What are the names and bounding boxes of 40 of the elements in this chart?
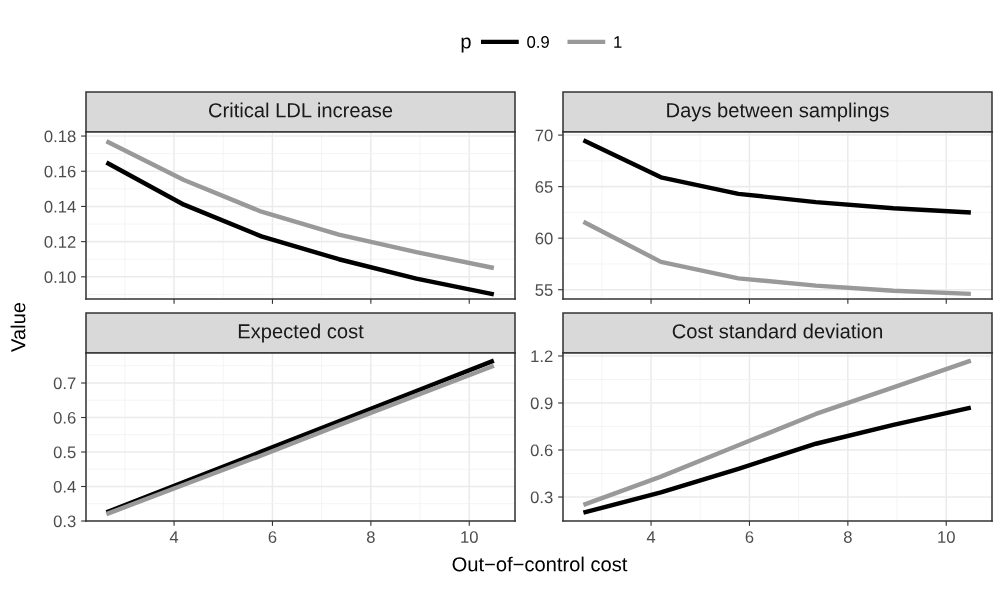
y-tick-label: 55 xyxy=(535,284,553,296)
chart-title: Days between samplings xyxy=(667,102,889,122)
x-tick-label: 8 xyxy=(366,531,375,543)
y-tick-label: 60 xyxy=(535,232,553,245)
x-tick-label: 8 xyxy=(843,531,852,543)
y-tick-label: 0.16 xyxy=(44,165,76,178)
y-tick-label: 0.9 xyxy=(530,397,553,410)
y-tick-label: 0.5 xyxy=(53,446,76,459)
line-series xyxy=(581,405,974,515)
x-tick-label: 4 xyxy=(646,531,656,543)
chart-title: Cost standard deviation xyxy=(672,323,882,339)
x-tick-label: 6 xyxy=(268,531,277,543)
y-tick-label: 0.6 xyxy=(530,444,553,457)
y-tick-label: 0.6 xyxy=(53,411,76,424)
y-tick-label: 1.2 xyxy=(531,350,553,363)
line-series xyxy=(581,219,974,297)
y-tick-label: 0.14 xyxy=(44,200,76,213)
chart-title: Critical LDL increase xyxy=(209,102,393,118)
y-tick-label: 65 xyxy=(535,181,553,193)
x-tick-label: 4 xyxy=(169,531,179,543)
line-series xyxy=(581,358,974,508)
chart-title: Expected cost xyxy=(238,323,364,343)
y-tick-label: 0.4 xyxy=(53,480,76,493)
x-tick-label: 10 xyxy=(938,531,955,543)
x-tick-label: 10 xyxy=(461,531,478,543)
y-axis-title: Value xyxy=(10,302,26,352)
line-series xyxy=(581,138,974,215)
y-tick-label: 0.18 xyxy=(44,130,76,143)
y-tick-label: 0.12 xyxy=(44,236,76,248)
y-tick-label: 0.7 xyxy=(53,377,76,390)
x-axis-title: Out−of−control cost xyxy=(452,556,628,572)
y-tick-label: 0.10 xyxy=(44,271,76,284)
line-series xyxy=(104,139,497,271)
legend-label: 1 xyxy=(614,36,622,48)
line-series xyxy=(104,160,497,297)
legend-title: p xyxy=(461,37,471,53)
y-tick-label: 70 xyxy=(535,129,553,142)
y-tick-label: 0.3 xyxy=(53,515,76,528)
y-tick-label: 0.3 xyxy=(530,491,553,504)
x-tick-label: 6 xyxy=(745,531,754,543)
